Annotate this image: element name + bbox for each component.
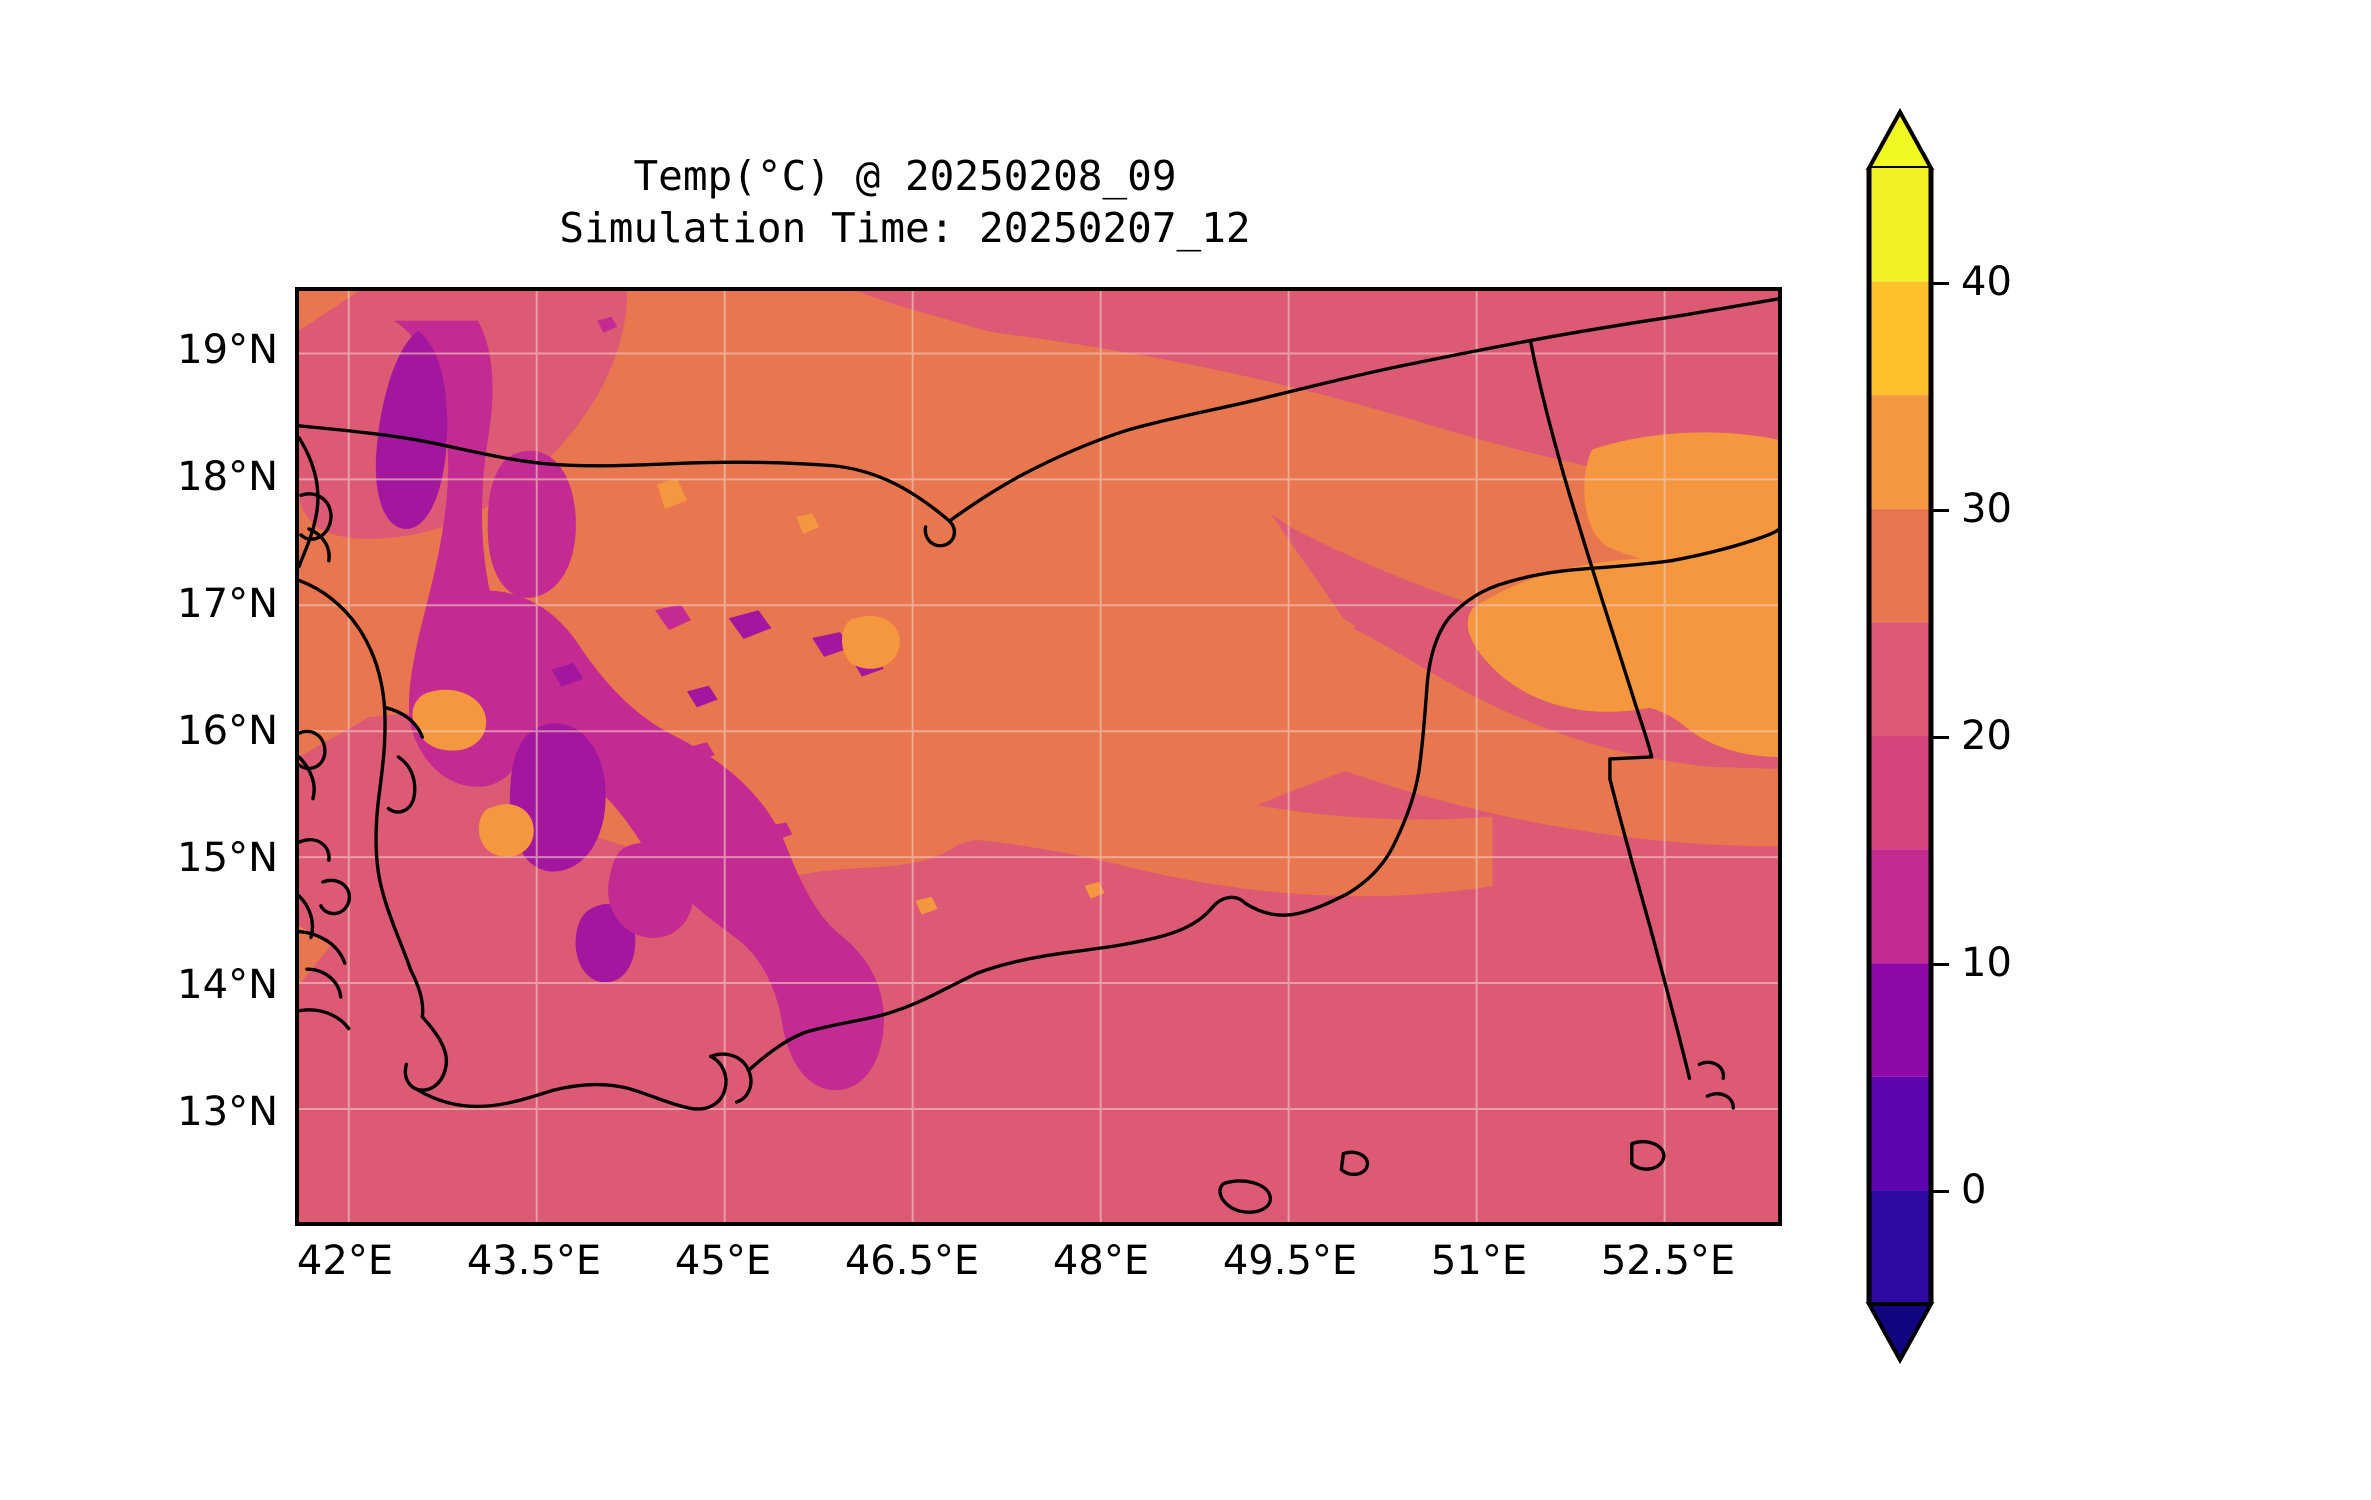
x-tick-label-52-5E: 52.5°E [1600,1238,1736,1284]
x-tick-mark [1483,1222,1486,1226]
y-axis-labels: 19°N 18°N 17°N 16°N 15°N 14°N 13°N [0,0,278,1500]
colorbar-label-0: 0 [1961,1167,1987,1214]
x-tick-label-49-5E: 49.5°E [1222,1238,1358,1284]
x-tick-label-51E: 51°E [1430,1238,1528,1284]
colorbar-label-10: 10 [1961,940,2012,987]
colorbar[interactable]: 40 30 20 10 0 [1865,107,2012,1365]
x-tick-mark [1672,1222,1675,1226]
y-tick-label-16N: 16°N [177,708,278,754]
colorbar-tick-20 [1931,736,1949,739]
y-tick-label-19N: 19°N [177,327,278,373]
title-line-1: Temp(°C) @ 20250208_09 [633,152,1177,200]
colorbar-tick-0 [1931,1190,1949,1194]
colorbar-tick-40 [1931,281,1949,285]
x-tick-mark [349,1222,352,1226]
chart-title: Temp(°C) @ 20250208_09 Simulation Time: … [0,150,1810,255]
x-tick-label-43-5E: 43.5°E [466,1238,602,1284]
x-tick-label-42E: 42°E [296,1238,394,1284]
x-tick-mark [727,1222,730,1226]
x-tick-label-48E: 48°E [1052,1238,1150,1284]
y-tick-label-18N: 18°N [177,454,278,500]
title-line-2: Simulation Time: 20250207_12 [559,204,1251,253]
colorbar-label-30: 30 [1961,485,2012,532]
colorbar-tick-10 [1931,963,1949,967]
x-tick-mark [1105,1222,1108,1226]
y-tick-label-13N: 13°N [177,1089,278,1135]
colorbar-label-20: 20 [1961,713,2012,759]
temperature-contour-field [299,291,1778,1222]
colorbar-gradient [1865,107,1935,1365]
map-axes[interactable] [295,287,1782,1226]
x-tick-mark [1294,1222,1297,1226]
x-tick-mark [916,1222,919,1226]
x-tick-label-45E: 45°E [674,1238,772,1284]
y-tick-label-14N: 14°N [177,962,278,1008]
y-tick-label-17N: 17°N [177,581,278,627]
colorbar-label-40: 40 [1961,258,2012,305]
y-tick-label-15N: 15°N [177,835,278,881]
x-tick-label-46-5E: 46.5°E [844,1238,980,1284]
colorbar-tick-30 [1931,508,1949,512]
x-tick-mark [538,1222,541,1226]
